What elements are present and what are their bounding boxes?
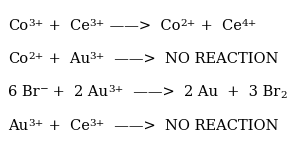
Text: 2+: 2+ — [180, 19, 196, 28]
Text: 2+: 2+ — [28, 52, 44, 61]
Text: Co: Co — [8, 19, 28, 33]
Text: 3+: 3+ — [28, 19, 44, 28]
Text: Co: Co — [8, 52, 28, 66]
Text: 6 Br: 6 Br — [8, 85, 40, 99]
Text: +  Ce: + Ce — [44, 19, 89, 33]
Text: +  Ce: + Ce — [196, 19, 241, 33]
Text: 3+: 3+ — [89, 119, 105, 128]
Text: +  Au: + Au — [44, 52, 90, 66]
Text: −: − — [40, 85, 48, 94]
Text: 3+: 3+ — [89, 19, 105, 28]
Text: ——>  2 Au  +  3 Br: ——> 2 Au + 3 Br — [124, 85, 280, 99]
Text: ——>  NO REACTION: ——> NO REACTION — [105, 119, 278, 133]
Text: 3+: 3+ — [90, 52, 105, 61]
Text: ——>  NO REACTION: ——> NO REACTION — [105, 52, 278, 66]
Text: ——>  Co: ——> Co — [105, 19, 180, 33]
Text: 3+: 3+ — [108, 85, 124, 94]
Text: +  2 Au: + 2 Au — [48, 85, 108, 99]
Text: Au: Au — [8, 119, 28, 133]
Text: 3+: 3+ — [28, 119, 44, 128]
Text: 4+: 4+ — [241, 19, 257, 28]
Text: +  Ce: + Ce — [44, 119, 89, 133]
Text: 2: 2 — [280, 91, 287, 100]
